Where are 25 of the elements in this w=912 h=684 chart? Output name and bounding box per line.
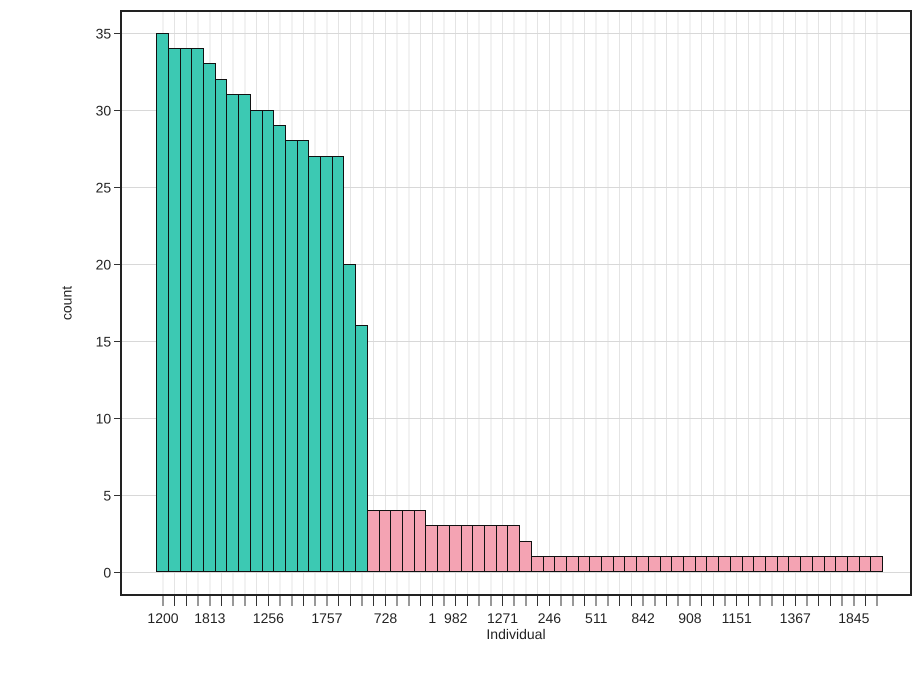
y-tick-label: 10	[96, 410, 112, 426]
y-tick-label: 15	[96, 333, 112, 350]
x-tick-label: 842	[631, 610, 655, 626]
x-tick-label: 1200	[147, 610, 179, 626]
y-tick-label: 35	[96, 25, 112, 42]
x-tick-label: 1151	[722, 610, 752, 626]
x-axis-title: Individual	[486, 626, 546, 642]
x-tick-label: 1845	[838, 610, 870, 626]
x-tick-label: 1813	[194, 610, 226, 626]
x-tick-label: 246	[538, 610, 562, 626]
x-tick-label: 1757	[311, 610, 343, 626]
x-tick-label: 1256	[252, 610, 284, 626]
y-axis-title: count	[58, 286, 75, 320]
x-tick-label: 982	[444, 610, 468, 626]
y-tick-label: 0	[103, 564, 112, 580]
x-tick-label: 908	[678, 610, 702, 626]
y-tick-label: 20	[96, 256, 112, 272]
x-tick-label: 1271	[486, 610, 518, 626]
y-tick-label: 25	[96, 179, 112, 196]
x-tick-label: 1	[428, 610, 436, 626]
x-tick-label: 1367	[780, 610, 812, 626]
x-tick-label: 728	[374, 610, 398, 626]
y-tick-label: 5	[103, 487, 112, 504]
y-tick-label: 30	[96, 102, 112, 118]
x-tick-label: 511	[585, 610, 608, 626]
